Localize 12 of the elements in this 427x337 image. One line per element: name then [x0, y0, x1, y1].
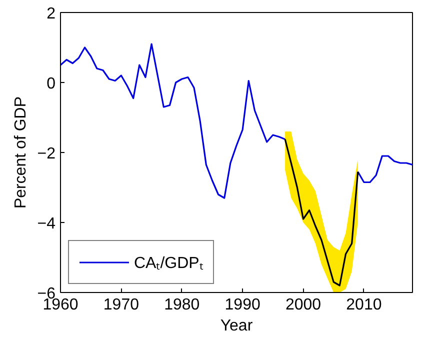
y-tick-label: −4 [37, 216, 56, 232]
x-tick-label: 1970 [103, 296, 140, 314]
x-tick-label: 2010 [346, 296, 382, 314]
y-tick-label: 0 [46, 76, 56, 92]
y-tick-label: −2 [37, 146, 56, 162]
x-tick-label: 1980 [164, 296, 200, 314]
x-tick-label: 2000 [285, 296, 322, 314]
y-axis-title: Percent of GDP [12, 96, 30, 209]
x-tick-label: 1990 [224, 296, 260, 314]
y-tick-label: 2 [46, 6, 56, 22]
x-axis-title: Year [220, 318, 254, 334]
legend-label: CAₜ/GDPₜ [134, 254, 204, 273]
